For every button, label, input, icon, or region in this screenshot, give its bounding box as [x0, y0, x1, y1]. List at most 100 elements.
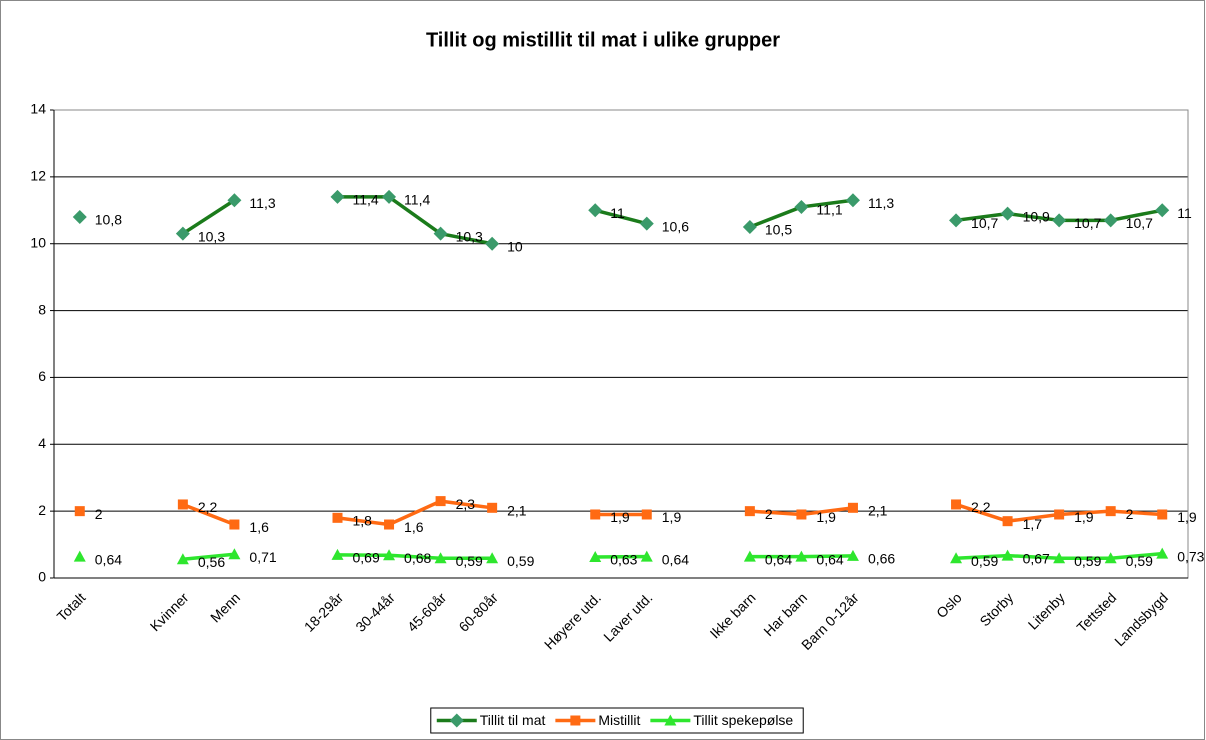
data-label: 10,7 [971, 215, 998, 231]
data-point [949, 213, 964, 228]
y-tick-label: 8 [38, 301, 46, 317]
data-point [486, 552, 499, 564]
data-label: 1,9 [1074, 509, 1094, 525]
data-point [1053, 552, 1066, 564]
data-label: 0,64 [765, 551, 792, 567]
data-point [639, 216, 654, 231]
data-point [433, 226, 448, 241]
series-line [181, 195, 1163, 246]
data-point [794, 199, 809, 214]
data-label: 2 [1126, 506, 1134, 522]
data-point [74, 506, 85, 517]
data-label: 1,9 [816, 509, 836, 525]
y-tick-label: 6 [38, 368, 46, 384]
data-point [1001, 549, 1014, 561]
data-label: 11,4 [404, 192, 430, 208]
data-point [742, 220, 757, 234]
data-label: 2 [765, 506, 773, 522]
y-tick-label: 4 [38, 435, 46, 451]
data-label: 0,64 [95, 551, 122, 567]
chart-title: Tillit og mistillit til mat i ulike grup… [426, 29, 780, 51]
legend [430, 707, 804, 734]
data-point [434, 552, 447, 564]
data-point [744, 506, 755, 517]
y-tick-label: 2 [38, 502, 46, 518]
data-point [1156, 547, 1169, 559]
data-label: 10,6 [662, 218, 689, 234]
data-label: 10,5 [765, 222, 792, 238]
data-point [951, 499, 962, 510]
data-label: 10,7 [1126, 215, 1153, 231]
data-point [950, 552, 963, 564]
data-label: 1,9 [1177, 509, 1197, 525]
data-label: 11 [610, 205, 625, 221]
data-point [1157, 509, 1168, 520]
data-point [449, 713, 464, 728]
data-label: 2 [95, 506, 103, 522]
data-point [175, 226, 190, 241]
data-point [845, 193, 860, 208]
data-label: 10,7 [1074, 215, 1101, 231]
data-label: 1,8 [353, 513, 373, 529]
data-point [332, 512, 343, 523]
data-label: 0,59 [1126, 553, 1153, 569]
data-point [72, 209, 87, 224]
data-point [590, 509, 601, 520]
data-point [1105, 506, 1116, 517]
data-label: 0,66 [868, 551, 895, 567]
data-point [228, 548, 241, 560]
data-label: 0,59 [507, 553, 534, 569]
data-label: 0,73 [1177, 548, 1204, 564]
data-label: 1,7 [1023, 516, 1043, 532]
data-label: 10,3 [198, 228, 225, 244]
y-tick-label: 12 [30, 168, 46, 184]
data-point [640, 550, 653, 562]
data-label: 10 [507, 238, 523, 254]
data-label: 1,9 [662, 509, 682, 525]
series-line [182, 551, 1163, 562]
data-label: 11,3 [868, 195, 894, 211]
data-point [664, 714, 677, 726]
y-tick-label: 0 [38, 569, 46, 585]
data-point [73, 550, 86, 562]
data-label: 0,59 [971, 553, 998, 569]
data-point [330, 189, 345, 204]
data-point [570, 715, 581, 726]
data-point [588, 203, 603, 218]
data-point [1054, 509, 1065, 520]
data-point [331, 548, 344, 560]
data-label: 0,69 [353, 550, 380, 566]
series-line [182, 499, 1163, 527]
data-point [1103, 213, 1118, 228]
data-point [1000, 206, 1015, 221]
data-label: 0,71 [249, 549, 276, 565]
data-point [1155, 203, 1170, 218]
data-point [796, 509, 807, 520]
data-point [641, 509, 652, 520]
data-label: 2,2 [198, 499, 218, 515]
data-label: 11,1 [816, 202, 842, 218]
data-label: 0,56 [198, 554, 225, 570]
data-point [177, 499, 188, 510]
data-label: 1,6 [249, 519, 269, 535]
data-point [487, 502, 498, 513]
data-point [847, 502, 858, 513]
data-point [743, 550, 756, 562]
legend-label: Tillit spekepølse [693, 712, 793, 728]
data-label: 10,3 [456, 228, 483, 244]
data-label: 2,3 [456, 496, 476, 512]
data-point [795, 550, 808, 562]
data-point [384, 519, 395, 530]
y-tick-label: 10 [30, 234, 46, 250]
data-label: 0,67 [1023, 550, 1050, 566]
data-point [229, 519, 240, 530]
data-point [1002, 516, 1013, 527]
data-point [1052, 213, 1067, 228]
data-point [846, 549, 859, 561]
legend-label: Tillit til mat [480, 712, 546, 728]
data-label: 2,1 [868, 503, 888, 519]
data-point [435, 496, 446, 507]
data-label: 0,59 [1074, 553, 1101, 569]
